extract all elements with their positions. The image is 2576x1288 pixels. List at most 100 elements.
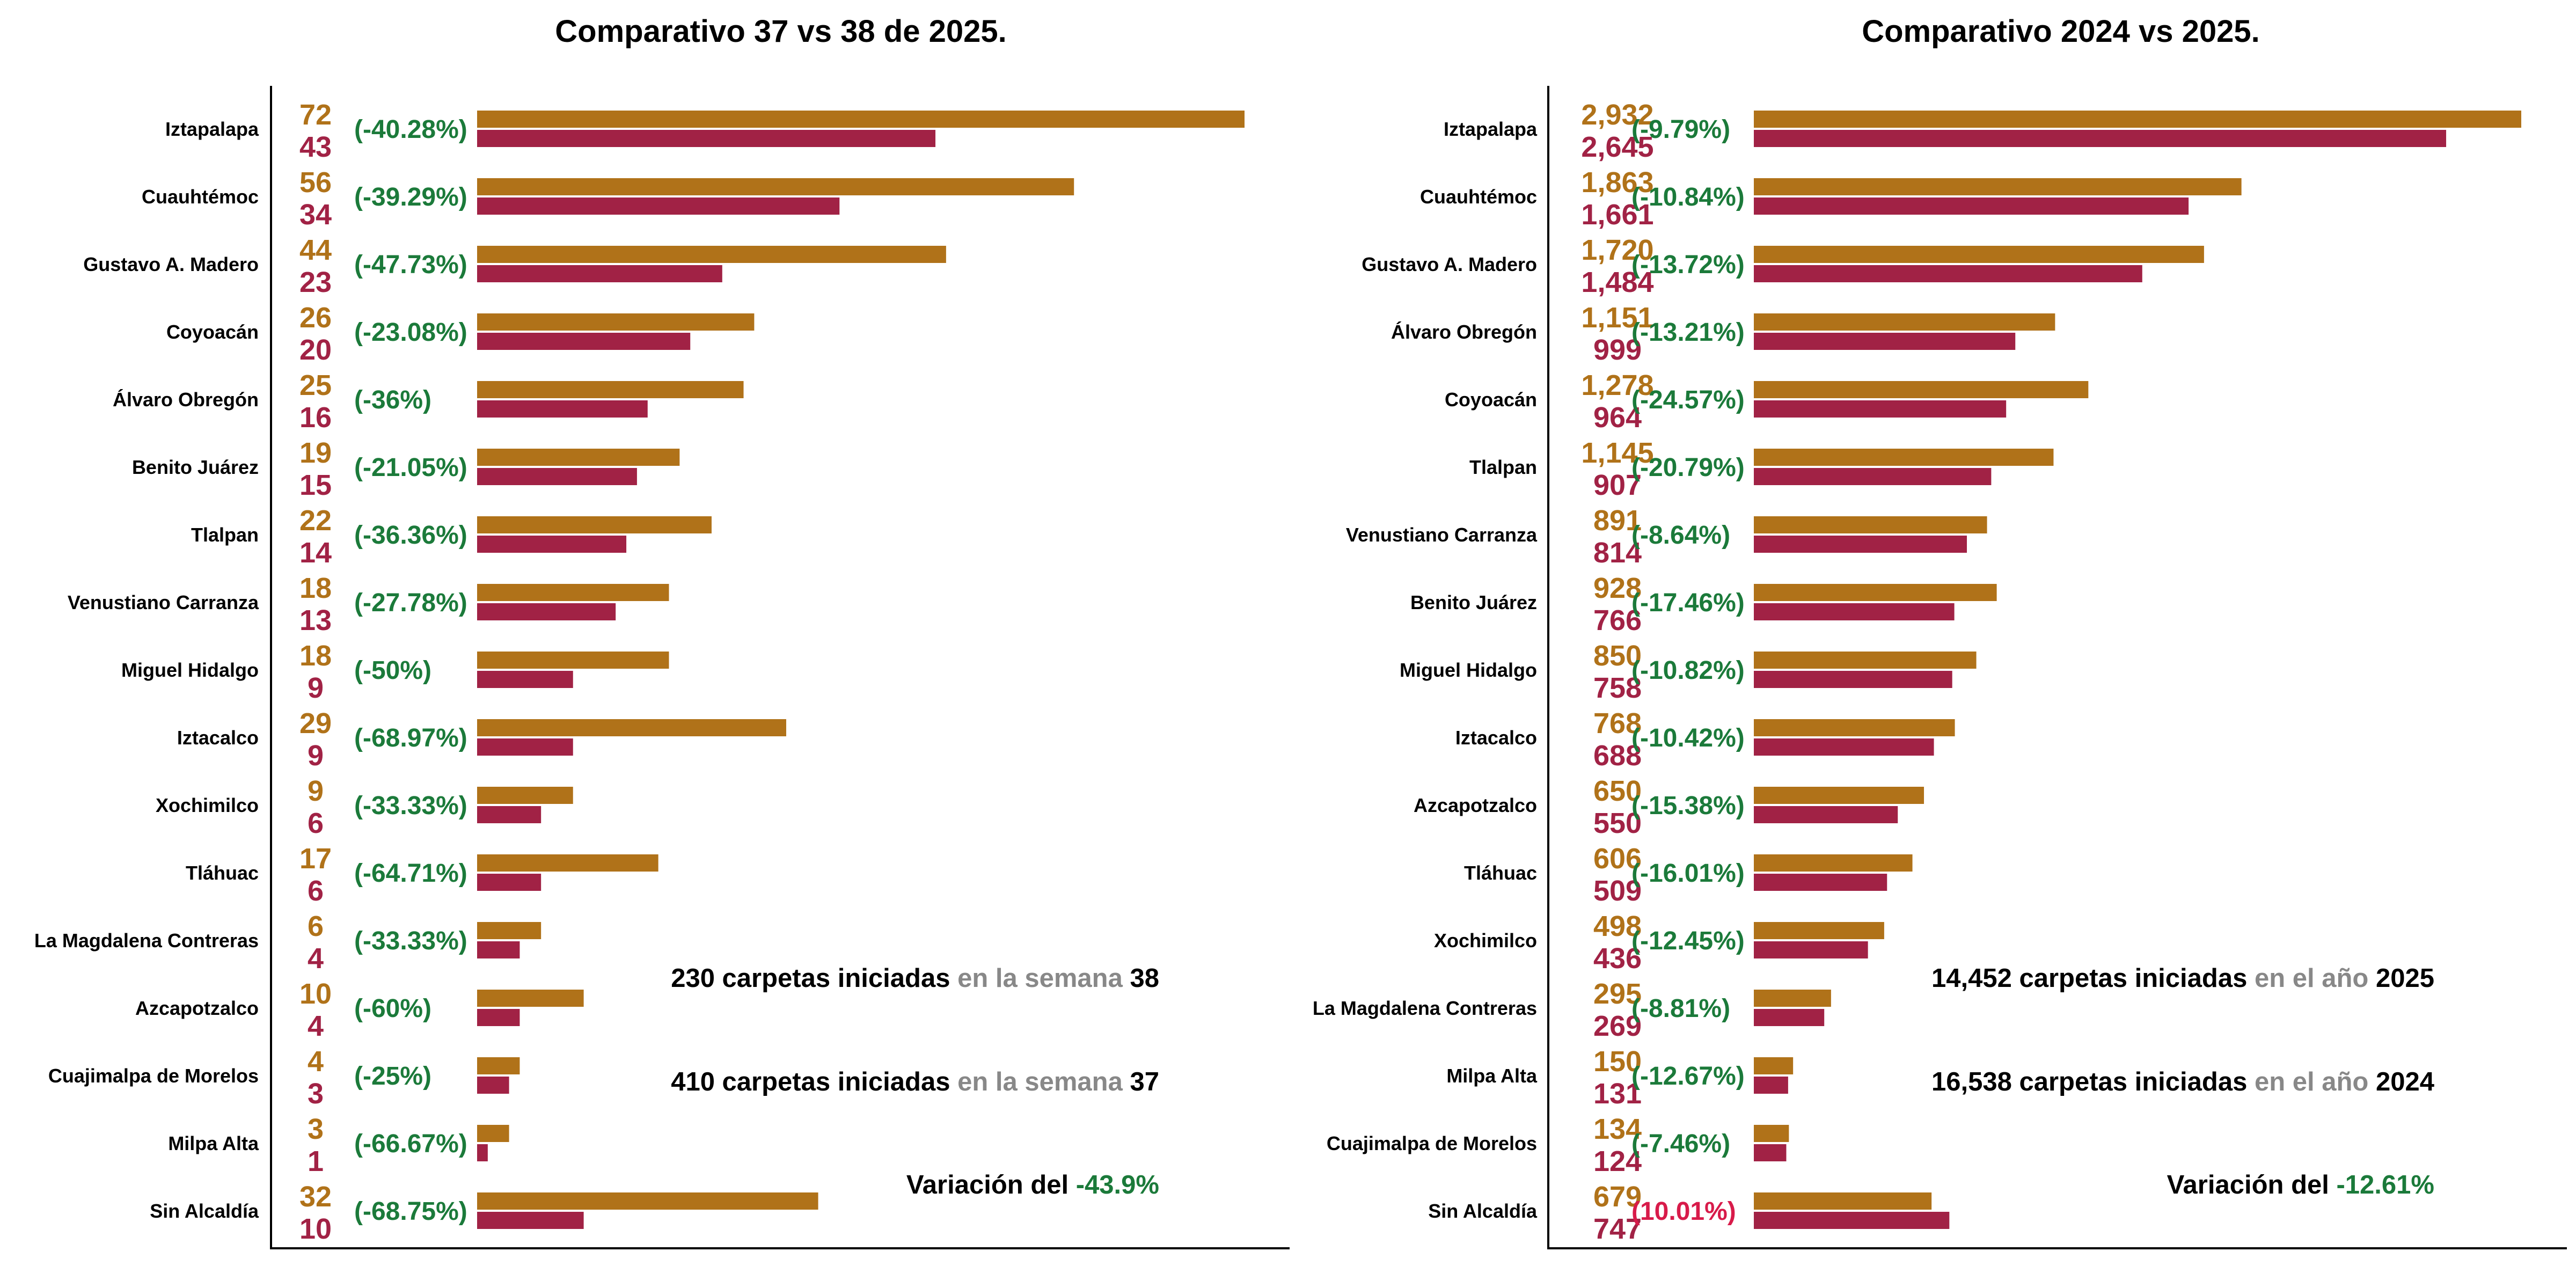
panel2-curr-value-label: 1,484 [1581,266,1653,298]
panel1-category-label: La Magdalena Contreras [34,930,259,952]
panel1-chart-title: Comparativo 37 vs 38 de 2025. [555,14,1006,49]
panel2-bar-curr [1754,941,1868,958]
panel2-bar-curr [1754,400,2007,418]
panel2-curr-value-label: 758 [1593,672,1642,704]
panel1-category-label: Tlalpan [191,524,259,546]
panel2-bar-prev [1754,1057,1794,1074]
panel2-pct-change-label: (-10.84%) [1631,183,1745,211]
panel2-bar-prev [1754,313,2055,331]
panel2-bar-curr [1754,197,2189,215]
panel2-annotation-variation: Variación del -12.61% [2167,1170,2434,1199]
panel1-category-label: Gustavo A. Madero [83,253,259,275]
panel2-bar-prev [1754,787,1924,804]
panel2-bar-prev [1754,1125,1789,1142]
panel1-pct-change-label: (-36%) [354,386,431,414]
panel2-prev-value-label: 1,863 [1581,166,1653,199]
panel2-prev-value-label: 1,151 [1581,302,1653,334]
panel1-prev-value-label: 17 [299,843,332,875]
panel1-bar-prev [477,990,584,1007]
panel1-curr-value-label: 14 [299,537,332,569]
panel1-category-label: Venustiano Carranza [68,591,259,613]
panel2-annotation-variation-value: -12.61% [2336,1170,2434,1199]
panel2-curr-value-label: 131 [1593,1078,1642,1110]
panel2-curr-value-label: 766 [1593,604,1642,636]
panel2-curr-value-label: 1,661 [1581,199,1653,231]
panel2-prev-value-label: 498 [1593,910,1642,942]
panel2-bar-curr [1754,738,1934,756]
panel1-prev-value-label: 56 [299,166,332,199]
panel2-category-label: Benito Juárez [1410,591,1537,613]
panel1-bar-curr [477,536,627,553]
panel2-annotation-count: 14,452 carpetas iniciadas [1931,964,2247,993]
panel2-bar-prev [1754,854,1913,872]
panel1-curr-value-label: 34 [299,199,332,231]
panel2-annotation-connector: en el año [2247,1067,2376,1096]
panel2-bar-prev [1754,990,1831,1007]
panel1-curr-value-label: 4 [308,1010,324,1042]
panel1-pct-change-label: (-21.05%) [354,453,467,482]
panel1-category-label: Tláhuac [186,862,259,884]
panel2-prev-value-label: 1,278 [1581,369,1653,401]
panel2-category-label: Milpa Alta [1446,1065,1538,1087]
panel2-category-label: Xochimilco [1434,930,1537,952]
panel1-bar-curr [477,671,573,688]
panel2-category-label: Azcapotzalco [1414,794,1537,816]
panel1-curr-value-label: 9 [308,672,324,704]
panel1-pct-change-label: (-25%) [354,1062,431,1091]
panel1-curr-value-label: 15 [299,469,332,501]
panel1-category-label: Iztapalapa [165,118,259,140]
panel2-category-label: Sin Alcaldía [1428,1200,1538,1222]
panel2-prev-value-label: 150 [1593,1045,1642,1078]
panel2-bar-prev [1754,111,2521,128]
panel1-bar-prev [477,584,669,601]
panel1-curr-value-label: 4 [308,942,324,975]
panel1-prev-value-label: 18 [299,572,332,604]
panel1-prev-value-label: 44 [299,234,332,266]
panel2-pct-change-label: (10.01%) [1631,1197,1736,1226]
panel1-prev-value-label: 4 [308,1045,324,1078]
panel1-curr-value-label: 10 [299,1213,332,1245]
panel1-curr-value-label: 1 [308,1145,324,1177]
panel2-bar-curr [1754,265,2142,282]
panel1-annotation-count: 410 carpetas iniciadas [671,1067,950,1096]
panel1-bar-curr [477,197,840,215]
panel2-curr-value-label: 747 [1593,1213,1642,1245]
panel1-bar-prev [477,313,755,331]
panel1-bar-curr [477,333,691,350]
panel2-prev-value-label: 295 [1593,978,1642,1010]
panel2-prev-value-label: 768 [1593,707,1642,740]
panel2-pct-change-label: (-7.46%) [1631,1130,1730,1158]
panel2-prev-value-label: 850 [1593,640,1642,672]
panel1-prev-value-label: 9 [308,775,324,807]
panel1-prev-value-label: 25 [299,369,332,401]
panel2-annotation-period: 2024 [2376,1067,2434,1096]
panel1-bar-prev [477,1125,509,1142]
panel1-bar-curr [477,1009,520,1026]
panel1-pct-change-label: (-40.28%) [354,115,467,144]
panel1-prev-value-label: 6 [308,910,324,942]
panel2-category-label: Álvaro Obregón [1391,321,1537,343]
panel2-pct-change-label: (-24.57%) [1631,386,1745,414]
panel1-annotation-connector: en la semana [950,964,1130,993]
panel2-category-label: Coyoacán [1445,389,1537,411]
panel1-bar-curr [477,1077,509,1094]
panel1-curr-value-label: 23 [299,266,332,298]
panel2-annotation-connector: en el año [2247,964,2376,993]
panel2-prev-value-label: 679 [1593,1181,1642,1213]
panel2-annotation-period: 2025 [2376,964,2434,993]
panel1-pct-change-label: (-50%) [354,656,431,685]
panel1-prev-value-label: 26 [299,302,332,334]
panel2-prev-value-label: 650 [1593,775,1642,807]
panel2-category-label: Iztacalco [1455,727,1537,749]
panel1-prev-value-label: 3 [308,1113,324,1145]
panel2-pct-change-label: (-8.81%) [1631,994,1730,1023]
panel2-prev-value-label: 891 [1593,504,1642,537]
panel1-category-label: Cuajimalpa de Morelos [48,1065,259,1087]
panel1-pct-change-label: (-27.78%) [354,589,467,617]
panel1-annotation-current-total: 230 carpetas iniciadas en la semana 38 [671,964,1159,993]
panel2-bar-curr [1754,536,1967,553]
panel2-pct-change-label: (-9.79%) [1631,115,1730,144]
panel1-bar-prev [477,178,1074,195]
panel1-bar-curr [477,874,541,891]
